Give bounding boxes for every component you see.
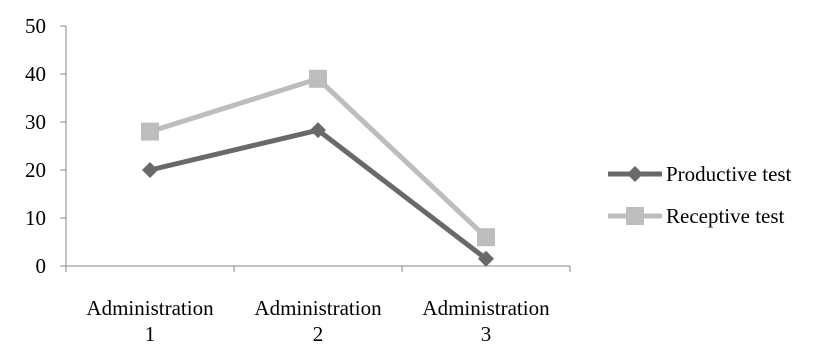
- x-tick-label: Administration 1: [86, 296, 214, 346]
- y-tick-label: 0: [36, 254, 47, 278]
- y-tick-label: 50: [25, 14, 46, 38]
- legend-marker-square: [626, 207, 644, 225]
- y-tick-label: 40: [25, 62, 46, 86]
- data-point-diamond: [478, 250, 494, 267]
- legend-marker-diamond: [627, 166, 643, 182]
- legend-label: Productive test: [666, 162, 792, 186]
- legend: Productive test Receptive test: [608, 162, 792, 228]
- y-axis: 0 10 20 30 40 50: [25, 14, 67, 278]
- x-tick-label-line: 2: [313, 322, 324, 346]
- data-point-square: [141, 122, 159, 141]
- data-point-diamond: [142, 162, 158, 178]
- x-tick-label-line: 1: [145, 322, 156, 346]
- x-tick-label-line: Administration: [422, 296, 550, 320]
- series-line-productive: [149, 127, 488, 261]
- y-tick-label: 20: [25, 158, 46, 182]
- series-layer: [141, 69, 495, 267]
- x-tick-label: Administration 2: [254, 296, 382, 346]
- y-tick-label: 10: [25, 206, 46, 230]
- data-point-square: [477, 228, 495, 247]
- x-tick-label-line: Administration: [254, 296, 382, 320]
- y-tick-label: 30: [25, 110, 46, 134]
- legend-label: Receptive test: [666, 204, 785, 228]
- data-point-diamond: [310, 122, 326, 139]
- x-tick-label: Administration 3: [422, 296, 550, 346]
- data-point-square: [309, 69, 327, 88]
- x-tick-label-line: Administration: [86, 296, 214, 320]
- x-tick-label-line: 3: [481, 322, 492, 346]
